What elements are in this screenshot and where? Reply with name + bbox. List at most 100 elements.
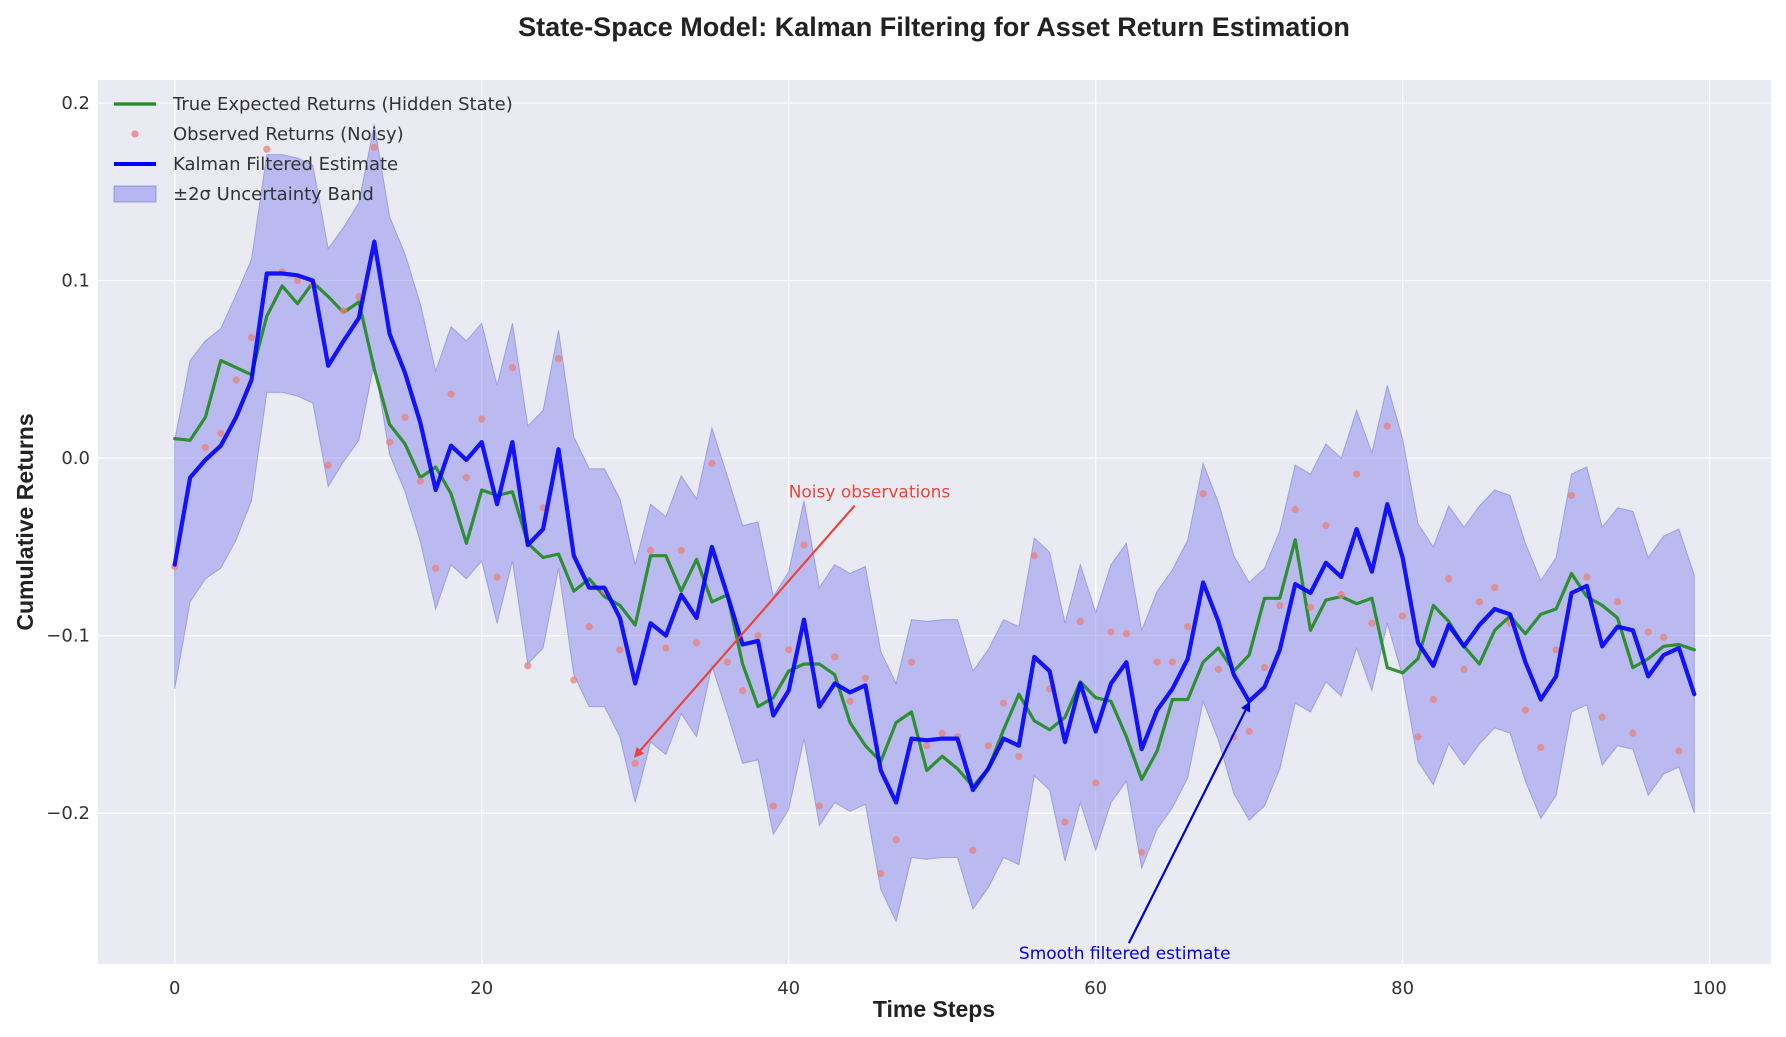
observed-point [1260, 663, 1269, 672]
observed-point [739, 687, 747, 695]
observed-point [677, 546, 685, 555]
legend-label: Kalman Filtered Estimate [173, 154, 398, 175]
observed-point [1383, 422, 1391, 430]
observed-point [1214, 665, 1223, 673]
series-layer [171, 124, 1697, 923]
observed-point [1245, 727, 1253, 736]
observed-point [800, 541, 808, 549]
observed-point [554, 355, 563, 363]
observed-point [999, 699, 1008, 707]
x-axis-label: Time Steps [873, 996, 995, 1022]
legend-label: True Expected Returns (Hidden State) [172, 94, 513, 115]
legend-swatch-band [113, 185, 157, 203]
observed-point [1061, 818, 1069, 826]
observed-point [631, 759, 639, 768]
observed-point [692, 639, 701, 647]
observed-point [1537, 743, 1545, 752]
observed-point [1030, 552, 1038, 560]
observed-point [769, 802, 777, 810]
observed-point [1552, 646, 1560, 654]
observed-point [1414, 733, 1422, 741]
observed-point [1521, 706, 1530, 714]
observed-point [1122, 630, 1130, 638]
legend-item: Kalman Filtered Estimate [114, 154, 398, 175]
observed-point [1659, 633, 1668, 641]
legend-swatch-marker [131, 130, 139, 138]
observed-point [1076, 617, 1084, 626]
tick-labels: 0 20 40 60 80 100 −0.2 −0.1 0.0 0.1 0.2 [46, 93, 1727, 999]
observed-point [263, 145, 271, 153]
observed-point [416, 477, 424, 485]
observed-point [1276, 601, 1284, 610]
observed-point [723, 658, 731, 666]
observed-point [1629, 729, 1637, 737]
observed-point [386, 438, 394, 446]
legend-label: Observed Returns (Noisy) [173, 124, 404, 145]
observed-point [969, 846, 977, 854]
observed-point [831, 653, 839, 661]
observed-point [877, 869, 885, 878]
legend: True Expected Returns (Hidden State) Obse… [113, 94, 513, 205]
observed-point [616, 646, 624, 654]
observed-point [1291, 505, 1299, 514]
observed-point [1567, 491, 1576, 499]
y-tick-label: −0.2 [46, 803, 90, 824]
observed-point [1306, 603, 1315, 611]
observed-point [447, 390, 455, 398]
observed-point [1675, 747, 1683, 755]
observed-point [401, 413, 409, 421]
observed-point [508, 363, 517, 372]
observed-point [1015, 752, 1023, 760]
observed-point [1613, 598, 1622, 606]
observed-point [1583, 573, 1591, 581]
observed-point [907, 658, 916, 666]
observed-point [1168, 658, 1177, 666]
observed-point [339, 307, 348, 315]
observed-point [861, 674, 870, 682]
observed-point [754, 632, 762, 640]
y-tick-label: 0.0 [61, 448, 90, 469]
annotation-noisy-arrow [633, 504, 856, 758]
observed-point [1475, 598, 1483, 606]
y-tick-label: −0.1 [46, 626, 90, 647]
observed-point [892, 836, 900, 844]
x-tick-label: 20 [470, 978, 493, 999]
y-tick-label: 0.1 [61, 271, 90, 292]
observed-point [1429, 695, 1437, 704]
legend-item: ±2σ Uncertainty Band [113, 184, 374, 205]
x-tick-label: 40 [777, 978, 800, 999]
legend-item: Observed Returns (Noisy) [131, 124, 404, 145]
annotation-noisy-label: Noisy observations [789, 483, 951, 503]
observed-point [462, 474, 470, 482]
x-tick-label: 60 [1084, 978, 1107, 999]
observed-point [493, 573, 501, 581]
observed-point [293, 276, 302, 285]
observed-point [846, 697, 854, 705]
observed-points [171, 143, 1683, 878]
observed-point [1491, 584, 1499, 592]
observed-point [370, 143, 378, 152]
observed-point [785, 646, 793, 654]
observed-point [1337, 591, 1345, 599]
kalman-estimate-line [172, 239, 1697, 805]
legend-label: ±2σ Uncertainty Band [173, 184, 374, 205]
observed-point [217, 429, 225, 437]
observed-point [1368, 619, 1376, 627]
observed-point [708, 459, 716, 468]
observed-point [1138, 848, 1146, 856]
x-tick-label: 80 [1391, 978, 1414, 999]
annotation-smooth-label: Smooth filtered estimate [1019, 944, 1231, 964]
annotations: Noisy observations Smooth filtered estima… [633, 483, 1251, 964]
observed-point [1199, 489, 1207, 498]
observed-point [1352, 470, 1361, 478]
observed-point [524, 662, 532, 670]
y-axis-label: Cumulative Returns [12, 413, 38, 630]
observed-point [585, 623, 593, 631]
true-returns-line [173, 280, 1696, 789]
observed-point [478, 415, 486, 423]
observed-point [247, 333, 256, 341]
x-tick-label: 100 [1692, 978, 1726, 999]
chart-title: State-Space Model: Kalman Filtering for … [518, 12, 1350, 42]
observed-point [984, 742, 992, 750]
